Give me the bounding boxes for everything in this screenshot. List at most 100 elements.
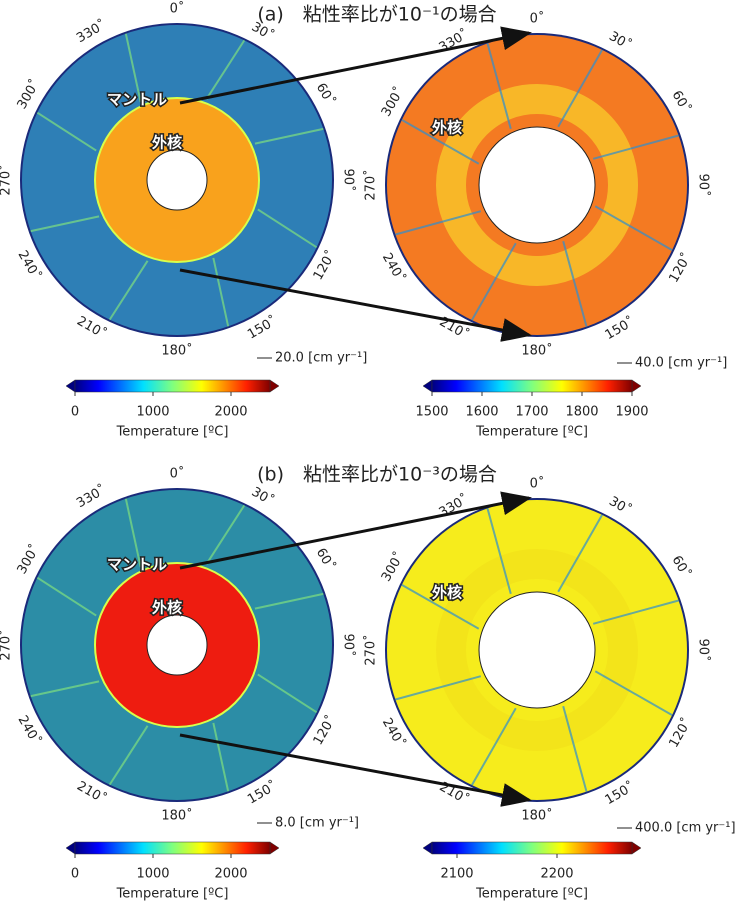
colorbar-end xyxy=(422,379,433,393)
colorbar-end xyxy=(269,841,280,855)
colorbar xyxy=(74,379,271,393)
angle-label: 90˚ xyxy=(341,633,357,656)
angle-label: 90˚ xyxy=(341,168,357,191)
angle-label: 30˚ xyxy=(606,493,634,518)
scale-label: 20.0 [cm yr⁻¹] xyxy=(275,351,367,366)
scale-label: 40.0 [cm yr⁻¹] xyxy=(635,356,727,371)
plume xyxy=(592,599,679,625)
plume xyxy=(395,210,482,236)
zoom-arrow xyxy=(179,26,532,105)
inner-hole xyxy=(478,126,596,244)
core-label: 外核 xyxy=(151,599,182,617)
panel-title: (a) 粘性率比が10⁻¹の場合 xyxy=(257,4,496,26)
angle-label: 60˚ xyxy=(669,553,694,581)
scale-label: 400.0 [cm yr⁻¹] xyxy=(635,821,736,836)
plume xyxy=(108,725,149,786)
angle-label: 270˚ xyxy=(363,169,379,200)
mantle-label: マントル xyxy=(107,556,167,574)
angle-label: 0˚ xyxy=(530,11,545,27)
scale-label: 8.0 [cm yr⁻¹] xyxy=(275,816,359,831)
colorbar-tick-label: 2200 xyxy=(540,867,573,882)
angle-label: 60˚ xyxy=(313,545,338,573)
plume xyxy=(562,705,588,792)
colorbar-end xyxy=(631,379,642,393)
colorbar-label: Temperature [ºC] xyxy=(475,887,588,902)
angle-label: 180˚ xyxy=(521,808,552,824)
colorbar-tick-label: 1000 xyxy=(136,405,169,420)
plume xyxy=(205,39,246,100)
colorbar-tick-label: 2100 xyxy=(440,867,473,882)
colorbar-tick-label: 0 xyxy=(71,405,79,420)
plume xyxy=(36,111,97,152)
angle-label: 180˚ xyxy=(521,343,552,359)
core-label: 外核 xyxy=(431,584,462,602)
colorbar-end xyxy=(631,841,642,855)
colorbar-label: Temperature [ºC] xyxy=(116,425,229,440)
angle-label: 180˚ xyxy=(161,808,192,824)
plume xyxy=(254,592,324,610)
plume xyxy=(471,707,517,786)
plume xyxy=(108,260,149,321)
angle-label: 270˚ xyxy=(0,164,14,195)
inner-ring xyxy=(436,84,638,286)
angle-label: 180˚ xyxy=(161,343,192,359)
mantle-label: マントル xyxy=(107,91,167,109)
plume xyxy=(557,514,603,593)
inner-hole xyxy=(478,591,596,709)
plume xyxy=(30,680,100,698)
panel-title: (b) 粘性率比が10⁻³の場合 xyxy=(257,464,497,486)
plume xyxy=(124,33,142,103)
angle-label: 90˚ xyxy=(696,173,712,196)
colorbar-end xyxy=(269,379,280,393)
zoom-arrow xyxy=(179,491,532,570)
plume xyxy=(205,504,246,565)
plume xyxy=(212,722,230,792)
plume xyxy=(254,127,324,145)
plume xyxy=(401,119,480,165)
core-label: 外核 xyxy=(151,134,182,152)
plume xyxy=(486,508,512,595)
plume xyxy=(30,215,100,233)
plume xyxy=(486,43,512,130)
colorbar xyxy=(431,841,633,855)
angle-label: 60˚ xyxy=(669,88,694,116)
colorbar-label: Temperature [ºC] xyxy=(475,425,588,440)
colorbar-tick-label: 1800 xyxy=(565,405,598,420)
plume xyxy=(594,670,673,716)
angle-label: 30˚ xyxy=(249,484,277,509)
plume xyxy=(257,673,318,714)
colorbar-tick-label: 1000 xyxy=(136,867,169,882)
angle-label: 30˚ xyxy=(606,28,634,53)
plume xyxy=(562,240,588,327)
colorbar-tick-label: 2000 xyxy=(214,867,247,882)
colorbar-tick-label: 1900 xyxy=(615,405,648,420)
angle-label: 60˚ xyxy=(313,80,338,108)
zoom-arrow xyxy=(179,268,532,342)
colorbar xyxy=(74,841,271,855)
core-label: 外核 xyxy=(431,119,462,137)
plume xyxy=(395,675,482,701)
plume xyxy=(557,49,603,128)
plume xyxy=(124,498,142,568)
inner-hole xyxy=(146,149,208,211)
angle-label: 90˚ xyxy=(696,638,712,661)
plume xyxy=(212,257,230,327)
angle-label: 0˚ xyxy=(170,466,185,482)
angle-label: 0˚ xyxy=(530,476,545,492)
colorbar-tick-label: 1600 xyxy=(465,405,498,420)
colorbar-tick-label: 0 xyxy=(71,867,79,882)
plume xyxy=(592,134,679,160)
plume xyxy=(401,584,480,630)
plume xyxy=(594,205,673,251)
angle-label: 270˚ xyxy=(0,629,14,660)
angle-label: 0˚ xyxy=(170,1,185,17)
colorbar-end xyxy=(422,841,433,855)
colorbar xyxy=(431,379,633,393)
plume xyxy=(257,208,318,249)
angle-label: 270˚ xyxy=(363,634,379,665)
colorbar-end xyxy=(65,379,76,393)
colorbar-tick-label: 2000 xyxy=(214,405,247,420)
inner-hole xyxy=(146,614,208,676)
plume xyxy=(36,576,97,617)
